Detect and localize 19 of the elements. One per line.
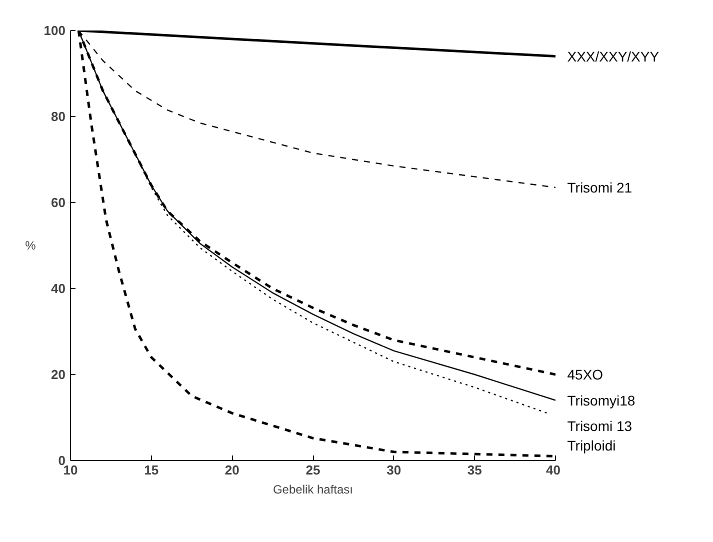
- y-axis-title: %: [25, 238, 36, 252]
- y-tick-label: 60: [51, 195, 66, 210]
- x-tick-label: 25: [306, 462, 320, 478]
- y-tick-label: 40: [51, 281, 66, 296]
- series-label: Trisomyi18: [567, 392, 636, 408]
- y-tick-label: 80: [51, 109, 66, 124]
- y-tick-label: 20: [51, 367, 66, 382]
- series-label: 45XO: [567, 366, 604, 382]
- x-tick-label: 15: [144, 462, 159, 478]
- x-tick-label: 30: [386, 462, 402, 478]
- series-label: Triploidi: [567, 437, 616, 454]
- x-tick-label: 20: [224, 462, 240, 478]
- series-label: Trisomi 21: [567, 179, 632, 196]
- y-tick-label: 100: [44, 23, 66, 38]
- series-label: XXX/XXY/XYY: [567, 48, 660, 64]
- series-label: Trisomi 13: [567, 418, 632, 434]
- x-tick-label: 40: [546, 462, 561, 478]
- x-tick-label: 35: [467, 462, 482, 478]
- x-axis-title: Gebelik haftası: [272, 482, 354, 496]
